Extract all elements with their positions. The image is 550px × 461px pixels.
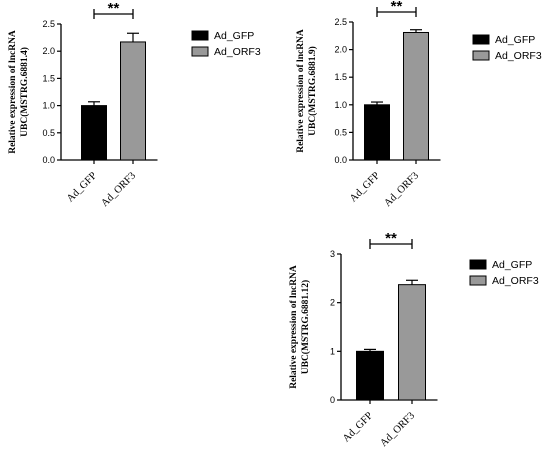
legend-label: Ad_GFP [492, 259, 532, 271]
x-tick-label: Ad_ORF3 [382, 170, 421, 209]
legend-label: Ad_ORF3 [495, 50, 542, 62]
bar-ad-gfp [364, 104, 390, 161]
x-tick-label: Ad_ORF3 [378, 410, 417, 449]
bar-ad-gfp [356, 350, 384, 401]
y-tick-label: 2.0 [334, 45, 347, 55]
y-tick-label: 2.5 [42, 19, 55, 29]
legend-swatch [191, 30, 209, 41]
y-tick-label: 1.5 [334, 72, 347, 82]
significance-label: ** [385, 230, 397, 247]
y-tick-label: 0 [330, 395, 335, 405]
legend-label: Ad_ORF3 [492, 275, 539, 287]
y-tick-label: 1.0 [42, 101, 55, 111]
x-tick-label: Ad_GFP [348, 170, 382, 204]
y-tick-label: 1.0 [334, 100, 347, 110]
y-tick-label: 2.0 [42, 46, 55, 56]
legend-label: Ad_GFP [214, 30, 254, 42]
x-tick-label: Ad_ORF3 [99, 170, 138, 209]
bar-ad-orf3 [398, 284, 426, 401]
y-axis-label: UBC(MSTRG.6881.4) [19, 47, 30, 137]
y-axis-label: Relative expression of lncRNA [8, 30, 18, 154]
bar-ad-orf3 [403, 31, 429, 161]
legend-swatch [472, 34, 490, 45]
y-axis-label: Relative expression of lncRNA [296, 29, 306, 153]
significance-label: ** [108, 0, 120, 17]
y-axis-label: UBC(MSTRG.6881.9) [307, 46, 318, 136]
bar-ad-orf3 [120, 41, 146, 161]
y-tick-label: 3 [330, 249, 335, 259]
y-tick-label: 0.5 [334, 127, 347, 137]
y-tick-label: 1.5 [42, 73, 55, 83]
legend-label: Ad_ORF3 [214, 46, 261, 58]
legend-swatch [472, 50, 490, 61]
y-tick-label: 2.5 [334, 17, 347, 27]
y-tick-label: 0.0 [42, 155, 55, 165]
y-tick-label: 1 [330, 346, 335, 356]
legend-swatch [191, 46, 209, 57]
y-axis-label: Relative expression of lncRNA [289, 265, 299, 389]
chart-2: 0.0 0.5 1.0 1.5 2.0 2.5 Relative expression of… [296, 0, 542, 209]
y-tick-label: 0.5 [42, 128, 55, 138]
y-tick-label: 2 [330, 298, 335, 308]
legend-label: Ad_GFP [495, 34, 535, 46]
y-tick-label: 0.0 [334, 155, 347, 165]
bar-ad-gfp [81, 105, 107, 161]
x-tick-label: Ad_GFP [65, 170, 99, 204]
y-axis-label: UBC(MSTRG.6881.12) [300, 280, 311, 374]
legend-swatch [469, 259, 487, 270]
significance-label: ** [391, 0, 403, 15]
chart-1: 0.0 0.5 1.0 1.5 2.0 2.5 Relative expression of… [8, 0, 261, 209]
chart-3: 0 1 2 3 Relative expression of lncRNA UBC(MST… [289, 230, 539, 449]
legend-swatch [469, 275, 487, 286]
x-tick-label: Ad_GFP [341, 410, 375, 444]
